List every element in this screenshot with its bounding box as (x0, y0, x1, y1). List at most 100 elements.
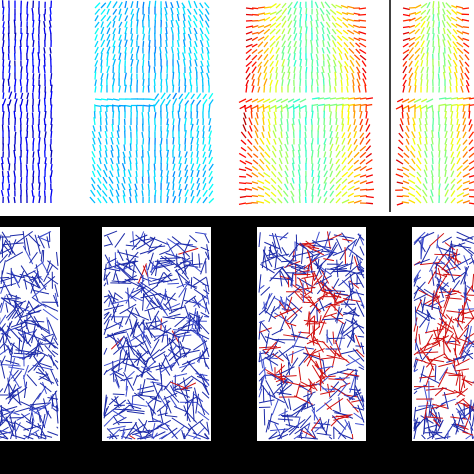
mesh-fiber (0, 355, 6, 366)
arrow (31, 190, 34, 197)
arrow (104, 157, 108, 165)
arrow (281, 15, 287, 22)
mesh-fiber (47, 319, 58, 340)
arrow (159, 53, 162, 61)
arrow (206, 46, 210, 54)
arrow (359, 97, 367, 100)
mesh-fiber (105, 274, 109, 285)
mesh-fiber (0, 234, 2, 242)
arrow (420, 46, 425, 54)
arrow (414, 28, 421, 35)
mesh-fiber (195, 231, 207, 235)
mesh-fiber (29, 392, 42, 409)
arrow (402, 85, 406, 93)
mesh-fiber (338, 397, 341, 412)
arrow (297, 149, 301, 158)
arrow (251, 194, 259, 198)
arrow (353, 24, 361, 29)
mesh-fiber (333, 292, 336, 311)
arrow (2, 59, 5, 67)
arrow (442, 65, 446, 74)
arrow (456, 112, 459, 119)
arrow (455, 5, 464, 9)
mesh-fiber (174, 315, 188, 328)
mesh-fiber (2, 242, 24, 246)
arrow (263, 158, 271, 165)
mesh-fiber (318, 315, 322, 328)
mesh-fiber (444, 340, 456, 343)
arrow (336, 16, 343, 22)
mesh-fiber (439, 310, 447, 319)
mesh-fiber (37, 385, 47, 400)
mesh-fiber (179, 259, 194, 264)
arrow (460, 72, 464, 80)
arrow (116, 144, 120, 152)
arrow (160, 98, 166, 106)
arrow (359, 180, 367, 185)
arrow (31, 52, 34, 61)
arrow (257, 72, 262, 80)
arrow (408, 179, 416, 185)
arrow (275, 29, 281, 35)
arrow (284, 156, 289, 165)
mesh-fiber (437, 322, 453, 334)
arrow (171, 110, 174, 119)
arrow (269, 16, 277, 22)
arrow (353, 30, 361, 35)
arrow (444, 156, 448, 165)
arrow (200, 71, 204, 80)
arrow (464, 72, 470, 80)
arrow (50, 91, 53, 100)
arrow (100, 47, 105, 54)
arrow (359, 165, 367, 172)
mesh-fiber (46, 317, 51, 335)
arrow (172, 190, 175, 197)
arrow (411, 158, 416, 165)
arrow (285, 176, 289, 184)
arrow (335, 170, 341, 178)
arrow (321, 27, 325, 35)
arrow (184, 104, 187, 113)
arrow (331, 34, 337, 41)
arrow (451, 22, 458, 29)
arrow (92, 125, 96, 132)
mesh-fiber (46, 236, 50, 249)
arrow (270, 191, 277, 197)
arrow (365, 118, 369, 126)
mesh-fiber (14, 304, 31, 313)
mesh-fiber (157, 393, 169, 410)
mesh-fiber (290, 266, 306, 274)
arrow (311, 169, 314, 178)
mesh-fiber (289, 314, 298, 324)
arrow (32, 73, 35, 80)
arrow (426, 98, 434, 103)
arrow (142, 40, 145, 48)
mesh-fiber (104, 331, 125, 339)
arrow (397, 146, 404, 152)
arrow (196, 118, 199, 126)
mesh-fiber (171, 425, 185, 439)
arrow (287, 34, 292, 41)
arrow (182, 6, 186, 15)
arrow (166, 163, 169, 171)
arrow (414, 65, 419, 74)
mesh-fiber (40, 429, 43, 440)
arrow (299, 1, 302, 9)
arrow (438, 176, 441, 184)
mesh-fiber (413, 417, 419, 429)
arrow (359, 137, 365, 145)
mesh-fiber (42, 308, 59, 321)
mesh-fiber (445, 266, 457, 272)
mesh-fiber (20, 321, 26, 343)
arrow (160, 176, 163, 184)
arrow (160, 85, 163, 93)
mesh-fiber (265, 380, 276, 398)
arrow (172, 195, 177, 204)
arrow (251, 73, 255, 80)
mesh-fiber (152, 274, 173, 282)
arrow (309, 14, 313, 22)
arrow (102, 169, 108, 178)
arrow (346, 78, 349, 87)
arrow (245, 7, 254, 10)
arrow (311, 183, 315, 191)
